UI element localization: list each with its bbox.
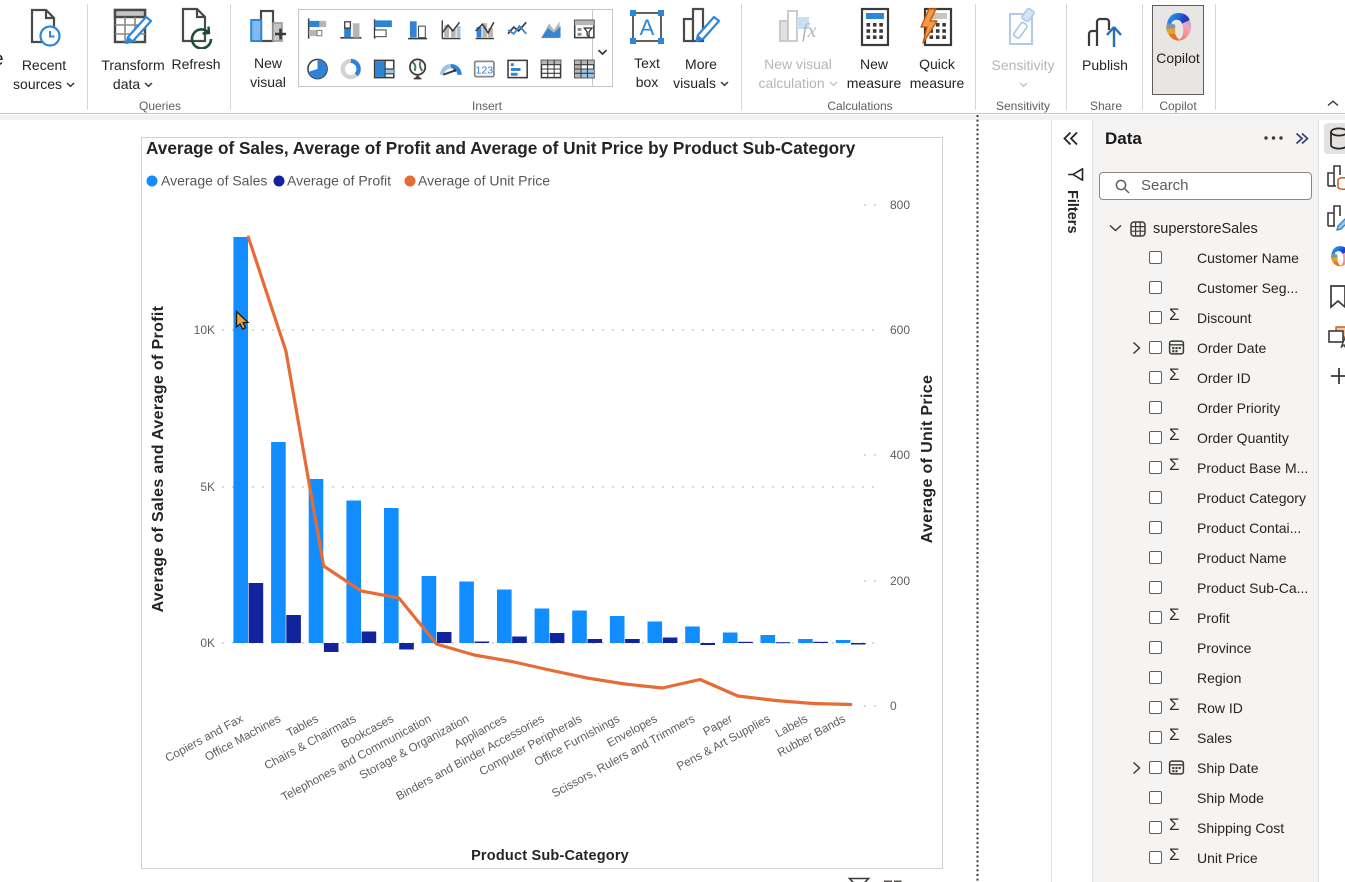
svg-text:123: 123	[476, 64, 494, 76]
svg-text:A: A	[640, 15, 655, 40]
svg-text:fx: fx	[802, 20, 817, 42]
